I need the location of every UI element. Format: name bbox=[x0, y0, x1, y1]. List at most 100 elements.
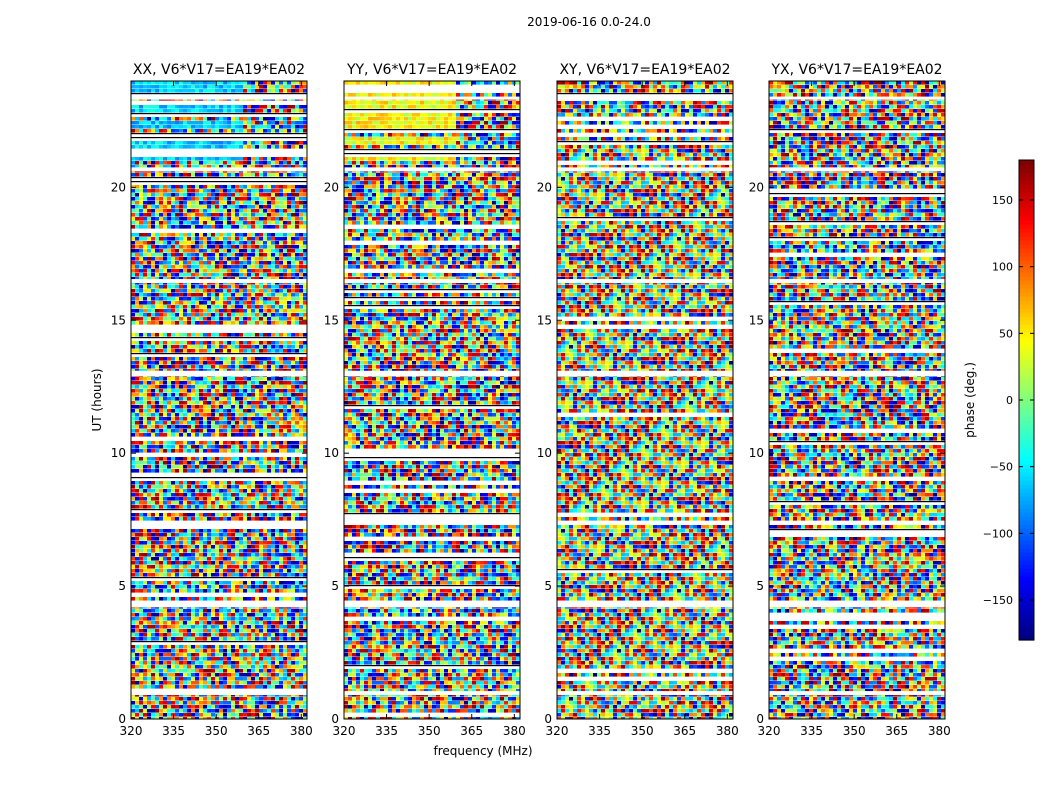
cell bbox=[255, 393, 259, 397]
cell bbox=[263, 545, 267, 549]
cell bbox=[219, 505, 223, 509]
cell bbox=[223, 225, 227, 229]
cell bbox=[183, 109, 187, 113]
cell bbox=[239, 445, 243, 449]
cell bbox=[175, 361, 179, 365]
cell bbox=[187, 145, 191, 149]
cell bbox=[215, 161, 219, 165]
cell bbox=[175, 145, 179, 149]
cell bbox=[291, 609, 295, 613]
cell bbox=[295, 89, 299, 93]
cell bbox=[291, 617, 295, 621]
cell bbox=[259, 357, 263, 361]
cell bbox=[239, 145, 243, 149]
cell bbox=[235, 469, 239, 473]
cell bbox=[275, 301, 279, 305]
cell bbox=[215, 317, 219, 321]
cell bbox=[215, 413, 219, 417]
cell bbox=[171, 225, 175, 229]
cell bbox=[255, 537, 259, 541]
cell bbox=[151, 197, 155, 201]
cell bbox=[183, 485, 187, 489]
cell bbox=[139, 201, 143, 205]
cell bbox=[283, 89, 287, 93]
cell bbox=[303, 401, 307, 405]
cell bbox=[303, 185, 307, 189]
cell bbox=[183, 341, 187, 345]
cell bbox=[275, 585, 279, 589]
cell bbox=[135, 541, 139, 545]
cell bbox=[211, 469, 215, 473]
cell bbox=[255, 553, 259, 557]
cell bbox=[275, 341, 279, 345]
cell bbox=[303, 481, 307, 485]
cell bbox=[235, 297, 239, 301]
cell bbox=[179, 609, 183, 613]
cell bbox=[143, 209, 147, 213]
cell bbox=[247, 361, 251, 365]
cell bbox=[143, 317, 147, 321]
cell bbox=[171, 277, 175, 281]
cell bbox=[203, 365, 207, 369]
cell bbox=[243, 341, 247, 345]
cell bbox=[283, 273, 287, 277]
cell bbox=[287, 405, 291, 409]
cell bbox=[295, 125, 299, 129]
cell bbox=[223, 345, 227, 349]
cell bbox=[263, 309, 267, 313]
cell bbox=[275, 409, 279, 413]
cell bbox=[299, 349, 303, 353]
cell bbox=[291, 241, 295, 245]
cell bbox=[247, 89, 251, 93]
cell bbox=[207, 269, 211, 273]
cell bbox=[171, 497, 175, 501]
cell bbox=[287, 417, 291, 421]
cell bbox=[199, 421, 203, 425]
cell bbox=[215, 569, 219, 573]
cell bbox=[259, 377, 263, 381]
cell bbox=[299, 321, 303, 325]
cell bbox=[183, 445, 187, 449]
cell bbox=[171, 261, 175, 265]
cell bbox=[251, 457, 255, 461]
cell bbox=[223, 317, 227, 321]
cell bbox=[211, 489, 215, 493]
cell bbox=[223, 533, 227, 537]
cell bbox=[219, 405, 223, 409]
cell bbox=[239, 345, 243, 349]
cell bbox=[163, 161, 167, 165]
cell bbox=[259, 277, 263, 281]
cell bbox=[183, 349, 187, 353]
cell bbox=[191, 217, 195, 221]
cell bbox=[259, 321, 263, 325]
cell bbox=[159, 105, 163, 109]
cell bbox=[263, 397, 267, 401]
cell bbox=[191, 609, 195, 613]
cell bbox=[223, 433, 227, 437]
cell bbox=[303, 505, 307, 509]
cell bbox=[187, 481, 191, 485]
cell bbox=[211, 245, 215, 249]
cell bbox=[259, 445, 263, 449]
cell bbox=[235, 85, 239, 89]
cell bbox=[223, 269, 227, 273]
cell bbox=[171, 517, 175, 521]
cell bbox=[263, 585, 267, 589]
cell bbox=[235, 361, 239, 365]
cell bbox=[243, 589, 247, 593]
cell bbox=[131, 217, 135, 221]
cell bbox=[299, 105, 303, 109]
cell bbox=[215, 609, 219, 613]
cell bbox=[247, 345, 251, 349]
cell bbox=[231, 517, 235, 521]
cell bbox=[251, 345, 255, 349]
cell bbox=[143, 461, 147, 465]
cell bbox=[131, 341, 135, 345]
cell bbox=[247, 481, 251, 485]
cell bbox=[175, 621, 179, 625]
cell bbox=[271, 505, 275, 509]
cell bbox=[159, 237, 163, 241]
cell bbox=[303, 125, 307, 129]
cell bbox=[235, 377, 239, 381]
cell bbox=[235, 197, 239, 201]
